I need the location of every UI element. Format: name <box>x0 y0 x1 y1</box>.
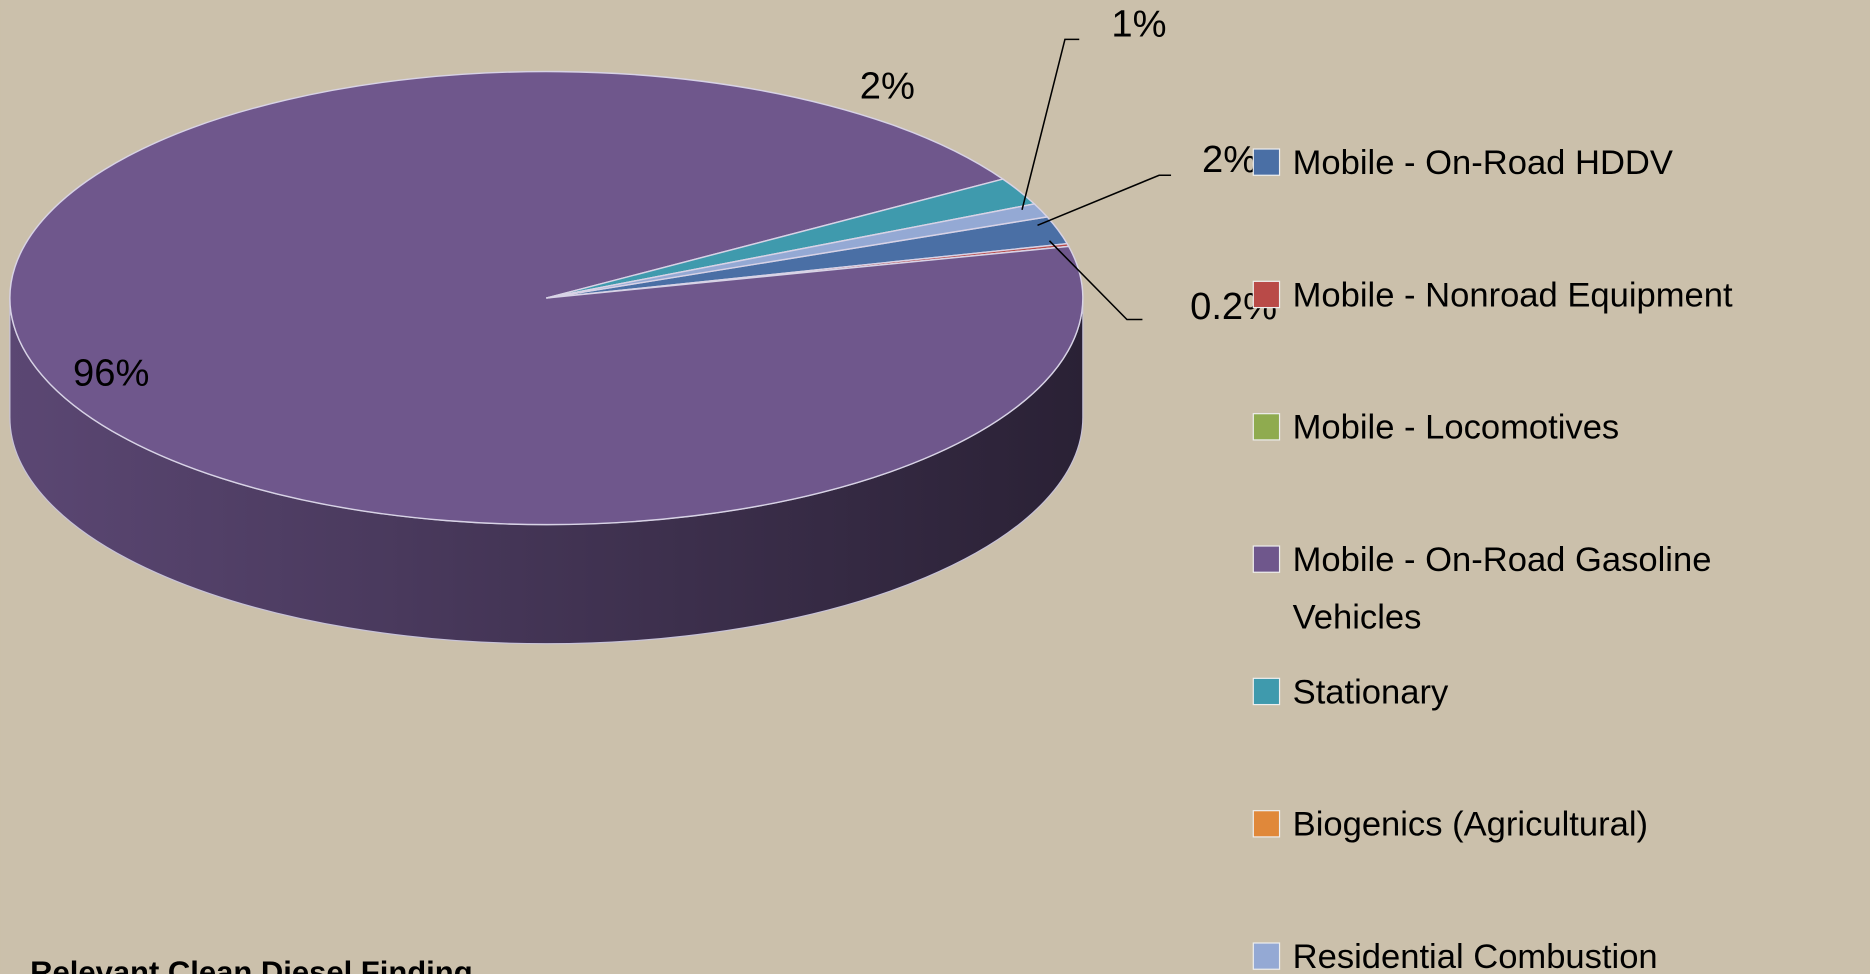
data-label: 2% <box>860 64 915 107</box>
legend-swatch <box>1252 810 1281 838</box>
legend-label: Mobile - On-Road HDDV <box>1293 144 1673 182</box>
data-label: 96% <box>73 352 149 395</box>
legend-label: Biogenics (Agricultural) <box>1293 806 1648 844</box>
legend-label: Residential Combustion <box>1293 938 1658 974</box>
legend-label-line: Vehicles <box>1293 598 1422 636</box>
legend-label-line: Mobile - On-Road Gasoline <box>1293 541 1712 579</box>
leader-line <box>1021 38 1080 211</box>
legend-label: Mobile - Nonroad Equipment <box>1293 276 1733 314</box>
pie-top <box>9 70 1084 526</box>
data-label: 2% <box>1202 138 1257 181</box>
legend-label: Mobile - Locomotives <box>1293 409 1620 447</box>
footer-text: Relevant Clean Diesel Finding <box>30 954 473 974</box>
legend-swatch <box>1252 545 1281 573</box>
pie-slice <box>9 70 1084 526</box>
legend-swatch <box>1252 677 1281 706</box>
leader-line <box>1048 240 1143 321</box>
legend-swatch <box>1252 148 1281 176</box>
legend-swatch <box>1252 942 1281 970</box>
legend-label: Mobile - On-Road Gasoline Vehicles <box>1293 541 1712 636</box>
legend-swatch <box>1252 280 1281 309</box>
pie-slice <box>546 203 1049 299</box>
legend-swatch <box>1252 413 1281 441</box>
leader-line <box>1037 174 1172 227</box>
data-label: 1% <box>1111 2 1166 45</box>
legend-label: Stationary <box>1293 673 1449 711</box>
